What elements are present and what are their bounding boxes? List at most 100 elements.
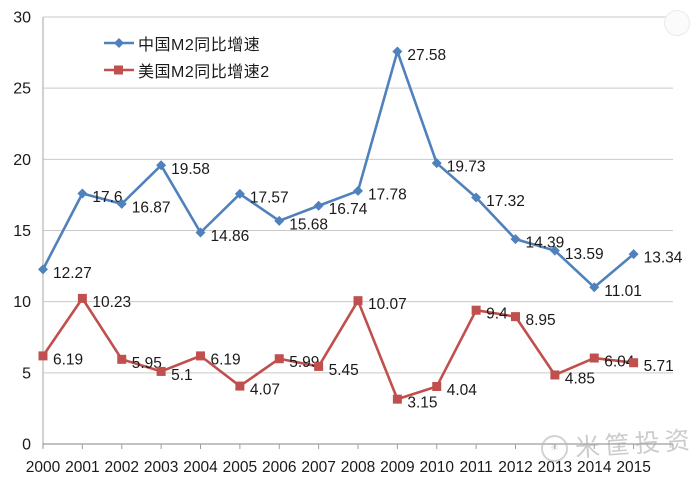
series-line xyxy=(41,297,635,401)
data-label: 3.15 xyxy=(407,395,437,412)
data-label: 4.07 xyxy=(250,382,280,399)
data-point-marker xyxy=(117,354,127,364)
data-point-marker xyxy=(38,351,48,361)
data-label: 6.04 xyxy=(604,354,635,371)
x-tick-label: 2007 xyxy=(301,459,335,476)
data-point-marker xyxy=(274,354,284,364)
data-label: 19.73 xyxy=(447,159,486,176)
data-label: 12.27 xyxy=(53,265,92,282)
legend-label-china-m2: 中国M2同比增速 xyxy=(138,37,261,54)
data-label: 10.07 xyxy=(368,296,407,313)
data-point-marker xyxy=(77,293,87,303)
data-label: 13.34 xyxy=(644,250,683,267)
x-tick-label: 2000 xyxy=(26,459,61,476)
data-point-marker xyxy=(510,234,521,245)
data-point-marker xyxy=(589,353,599,363)
data-label: 5.71 xyxy=(644,358,674,375)
x-tick-label: 2014 xyxy=(577,459,612,476)
data-point-marker xyxy=(550,370,560,380)
data-point-marker xyxy=(77,188,88,199)
data-point-marker xyxy=(432,381,442,391)
data-label: 17.32 xyxy=(486,193,525,210)
data-label: 4.85 xyxy=(565,370,595,387)
data-label: 4.04 xyxy=(447,382,478,399)
x-tick-label: 2009 xyxy=(380,459,414,476)
data-label: 9.4 xyxy=(486,306,508,323)
data-label: 8.95 xyxy=(526,312,556,329)
y-axis-labels: 0 5 10 15 20 25 30 xyxy=(13,10,31,454)
data-point-marker xyxy=(116,198,127,209)
legend-marker-us-line-square xyxy=(104,65,134,75)
data-label: 16.74 xyxy=(329,201,368,218)
data-point-marker xyxy=(549,245,560,256)
data-point-marker xyxy=(274,215,285,226)
x-tick-label: 2003 xyxy=(144,459,178,476)
data-label: 5.45 xyxy=(329,362,359,379)
y-tick-label: 10 xyxy=(13,294,31,311)
data-point-marker xyxy=(156,366,166,376)
data-label: 10.23 xyxy=(92,294,131,311)
data-point-marker xyxy=(511,312,520,322)
data-point-marker xyxy=(589,282,600,293)
data-point-marker xyxy=(235,381,245,391)
legend-item-us-m2: 美国M2同比增速2 xyxy=(103,58,270,82)
x-tick-label: 2002 xyxy=(105,459,139,476)
x-tick-label: 2001 xyxy=(65,459,99,476)
x-tick-label: 2015 xyxy=(616,459,650,476)
x-tick-label: 2008 xyxy=(341,459,375,476)
chart-legend: 中国M2同比增速 美国M2同比增速2 xyxy=(103,31,270,82)
data-label: 14.86 xyxy=(211,228,250,245)
x-tick-label: 2011 xyxy=(459,459,492,476)
gridlines xyxy=(43,16,673,374)
data-label: 27.58 xyxy=(407,47,446,64)
data-label: 17.78 xyxy=(368,186,407,203)
legend-marker-china-line-diamond xyxy=(104,38,134,48)
data-point-marker xyxy=(313,200,324,211)
legend-label-us-m2: 美国M2同比增速2 xyxy=(138,64,270,81)
data-label: 15.68 xyxy=(289,216,328,233)
data-point-marker xyxy=(196,351,205,361)
y-tick-label: 25 xyxy=(13,81,31,98)
data-point-marker xyxy=(392,394,402,404)
y-tick-label: 30 xyxy=(13,10,31,27)
data-label: 11.01 xyxy=(604,283,642,300)
data-label: 6.19 xyxy=(211,351,241,368)
series-line xyxy=(41,50,635,289)
data-point-marker xyxy=(156,160,167,171)
data-label: 17.6 xyxy=(92,189,122,206)
y-tick-label: 0 xyxy=(22,437,31,454)
legend-item-china-m2: 中国M2同比增速 xyxy=(103,31,270,55)
x-tick-label: 2006 xyxy=(262,459,296,476)
data-point-marker xyxy=(234,188,245,199)
data-label: 5.99 xyxy=(289,354,319,371)
data-label: 19.58 xyxy=(171,161,210,178)
x-tick-label: 2005 xyxy=(223,459,257,476)
data-point-marker xyxy=(314,361,324,371)
x-tick-label: 2013 xyxy=(538,459,572,476)
data-label: 17.57 xyxy=(250,189,289,206)
x-axis-labels: 2000 2001 2002 2003 2004 2005 2006 2007 2008 2009… xyxy=(26,459,651,476)
data-label: 14.39 xyxy=(526,235,565,252)
data-label: 13.59 xyxy=(565,246,604,263)
y-tick-label: 15 xyxy=(13,223,31,240)
series-1: 6.19 10.23 5.95 5.1 6.19 4.07 5.99 5.45 10.07 3.1… xyxy=(38,293,674,412)
data-point-marker xyxy=(628,249,639,260)
data-point-marker xyxy=(471,192,482,203)
data-point-marker xyxy=(38,264,48,275)
data-point-marker xyxy=(195,227,206,238)
y-tick-label: 20 xyxy=(13,152,31,169)
data-label: 5.1 xyxy=(171,367,193,384)
x-tick-label: 2010 xyxy=(420,459,455,476)
x-tick-label: 2004 xyxy=(183,459,218,476)
data-point-marker xyxy=(392,46,403,57)
data-label: 5.95 xyxy=(132,355,162,372)
y-tick-label: 5 xyxy=(22,365,31,382)
data-point-marker xyxy=(629,358,639,368)
data-label: 16.87 xyxy=(132,199,171,216)
x-tick-label: 2012 xyxy=(498,459,532,476)
axes xyxy=(42,17,674,449)
data-label: 6.19 xyxy=(53,351,83,368)
data-point-marker xyxy=(471,305,481,315)
